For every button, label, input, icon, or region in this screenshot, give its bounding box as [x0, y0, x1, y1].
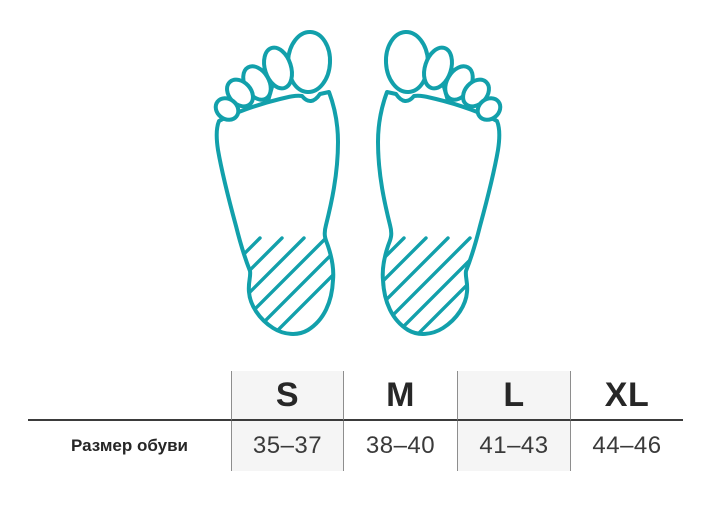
size-value-l-text: 41–43	[479, 432, 549, 459]
feet-illustration	[0, 27, 715, 339]
size-header-m-label: M	[386, 375, 415, 414]
feet-soles-graphic	[209, 27, 507, 339]
size-value-m: 38–40	[343, 421, 457, 471]
size-table: S M L XL Размер обуви 35–37 38–40 41–43 …	[28, 371, 683, 471]
size-value-l: 41–43	[457, 421, 570, 471]
size-header-s-label: S	[275, 375, 300, 414]
size-header-xl-label: XL	[604, 375, 650, 414]
size-value-xl-text: 44–46	[592, 432, 662, 459]
size-header-l-label: L	[503, 375, 525, 414]
size-value-m-text: 38–40	[365, 432, 436, 459]
size-header-m: M	[343, 371, 457, 421]
left-foot-sole	[209, 31, 370, 339]
size-header-xl: XL	[570, 371, 683, 421]
size-value-xl: 44–46	[570, 421, 683, 471]
table-corner-cell	[28, 371, 231, 421]
size-header-s: S	[231, 371, 343, 421]
row-label-cell: Размер обуви	[28, 421, 231, 471]
row-label: Размер обуви	[71, 436, 188, 455]
size-value-s: 35–37	[231, 421, 343, 471]
size-value-s-text: 35–37	[252, 432, 323, 459]
size-header-l: L	[457, 371, 570, 421]
